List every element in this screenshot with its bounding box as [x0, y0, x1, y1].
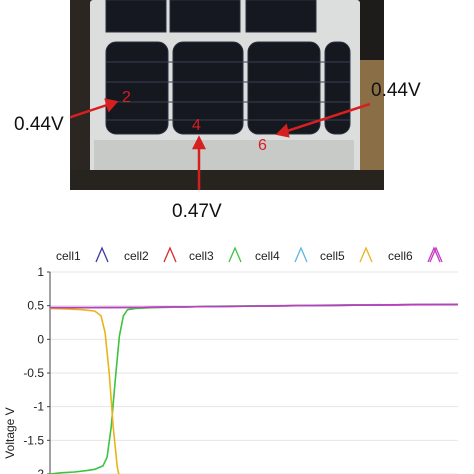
y-tick-label: 0.5 — [27, 299, 44, 313]
y-tick-label: 0 — [37, 332, 44, 346]
legend-swatch-extra — [429, 246, 443, 263]
legend-swatch-cell2 — [163, 246, 177, 263]
cell-marker-2: 2 — [122, 89, 131, 106]
legend-label-cell1: cell1 — [56, 249, 81, 263]
legend-swatch-cell3 — [228, 246, 242, 263]
y-tick-label: -0.5 — [23, 366, 44, 380]
legend-swatch-cell4 — [294, 246, 308, 263]
axes: 1 0.5 0 -0.5 -1 -1.5 -2 — [23, 265, 51, 474]
y-tick-label: 1 — [37, 265, 44, 279]
series-lines — [49, 303, 459, 474]
arrow-cell2 — [70, 102, 111, 119]
legend-label-cell3: cell3 — [189, 249, 214, 263]
cell-marker-6: 6 — [258, 137, 267, 154]
legend-swatch-cell1 — [95, 246, 109, 263]
voltage-callout-cell6: 0.44V — [371, 80, 421, 101]
y-tick-label: -1 — [33, 400, 44, 414]
y-tick-label: -2 — [33, 467, 44, 474]
voltage-callout-cell4: 0.47V — [172, 201, 222, 222]
arrow-cell6 — [283, 102, 371, 134]
series-line-cell5 — [49, 307, 120, 474]
solar-panel-photo: 2 4 6 — [70, 0, 384, 190]
legend-swatch-cell6 — [427, 246, 441, 263]
series-line-cell6 — [50, 303, 459, 309]
legend-swatch-cell5 — [359, 246, 373, 263]
voltage-callout-cell2: 0.44V — [14, 114, 64, 135]
y-tick-label: -1.5 — [23, 433, 44, 447]
voltage-chart: cell1 cell2 cell3 cell4 cell5 cell6 1 0.5 0 -0.5… — [3, 246, 459, 474]
legend: cell1 cell2 cell3 cell4 cell5 cell6 — [56, 246, 443, 263]
legend-label-cell2: cell2 — [124, 249, 149, 263]
y-axis-label: Voltage V — [3, 407, 17, 458]
cell-marker-4: 4 — [192, 117, 201, 134]
grid — [50, 271, 458, 474]
legend-label-cell4: cell4 — [255, 249, 280, 263]
legend-label-cell5: cell5 — [320, 249, 345, 263]
legend-label-cell6: cell6 — [388, 249, 413, 263]
